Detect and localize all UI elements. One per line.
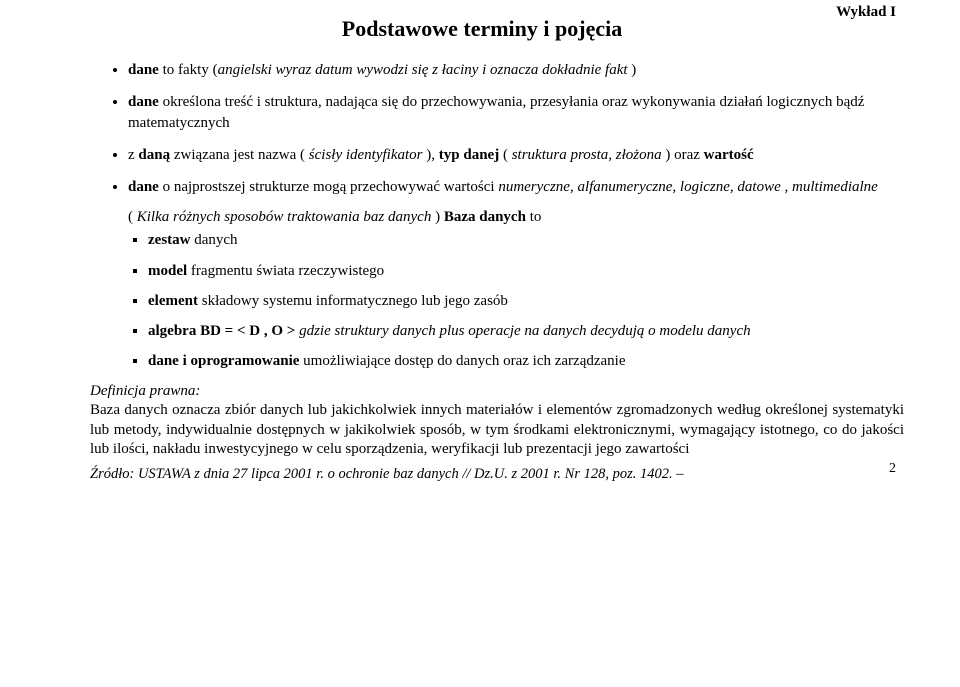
document-page: Wykład I Podstawowe terminy i pojęcia da… (0, 0, 960, 483)
text: określona treść i struktura, nadająca si… (128, 94, 864, 130)
term: algebra BD = < D , O > (148, 323, 299, 339)
term: element (148, 293, 198, 309)
paren-italic: gdzie struktury danych plus operacje na … (299, 323, 751, 339)
source-line: Źródło: USTAWA z dnia 27 lipca 2001 r. o… (90, 466, 904, 483)
paren-italic: Kilka różnych sposobów traktowania baz d… (137, 209, 435, 225)
main-bullet-list: dane to fakty (angielski wyraz datum wyw… (90, 60, 904, 197)
text: związana jest nazwa ( (170, 147, 309, 163)
text: ( (128, 209, 137, 225)
bullet-item: z daną związana jest nazwa ( ścisły iden… (128, 145, 904, 165)
text: ( (503, 147, 512, 163)
paren-italic: numeryczne, alfanumeryczne, logiczne, da… (498, 179, 878, 195)
subheading-line: ( Kilka różnych sposobów traktowania baz… (128, 209, 904, 226)
term: typ danej (439, 147, 503, 163)
sub-bullet-item: model fragmentu świata rzeczywistego (148, 261, 904, 281)
definition-label: Definicja prawna: (90, 383, 200, 399)
definition-body: Baza danych oznacza zbiór danych lub jak… (90, 402, 904, 457)
text: ) oraz (665, 147, 703, 163)
paren-italic: angielski wyraz datum wywodzi się z łaci… (218, 62, 632, 78)
text: to (530, 209, 542, 225)
term: daną (138, 147, 170, 163)
text: ) (435, 209, 444, 225)
definition-block: Definicja prawna: Baza danych oznacza zb… (90, 382, 904, 460)
sub-bullet-item: algebra BD = < D , O > gdzie struktury d… (148, 321, 904, 341)
term: Baza danych (444, 209, 530, 225)
text: umożliwiające dostęp do danych oraz ich … (299, 353, 625, 369)
term: model (148, 263, 187, 279)
paren-italic: struktura prosta, złożona (512, 147, 666, 163)
term: dane (128, 62, 159, 78)
text: danych (190, 232, 237, 248)
term: wartość (704, 147, 754, 163)
page-number: 2 (889, 461, 896, 477)
text: o najprostszej strukturze mogą przechowy… (159, 179, 498, 195)
sub-bullet-item: dane i oprogramowanie umożliwiające dost… (148, 351, 904, 371)
term: dane i oprogramowanie (148, 353, 299, 369)
bullet-item: dane to fakty (angielski wyraz datum wyw… (128, 60, 904, 80)
text: ), (426, 147, 439, 163)
text: ) (631, 62, 636, 78)
sub-bullet-item: zestaw danych (148, 230, 904, 250)
text: fragmentu świata rzeczywistego (187, 263, 384, 279)
term: zestaw (148, 232, 190, 248)
paren-italic: ścisły identyfikator (309, 147, 426, 163)
term: dane (128, 179, 159, 195)
lecture-label: Wykład I (836, 4, 896, 21)
bullet-item: dane określona treść i struktura, nadają… (128, 92, 904, 133)
bullet-item: dane o najprostszej strukturze mogą prze… (128, 177, 904, 197)
text: składowy systemu informatycznego lub jeg… (198, 293, 508, 309)
text: to fakty ( (159, 62, 218, 78)
term: dane (128, 94, 159, 110)
sub-bullet-item: element składowy systemu informatycznego… (148, 291, 904, 311)
sub-bullet-list: zestaw danych model fragmentu świata rze… (90, 230, 904, 371)
page-title: Podstawowe terminy i pojęcia (60, 16, 904, 42)
text: z (128, 147, 138, 163)
